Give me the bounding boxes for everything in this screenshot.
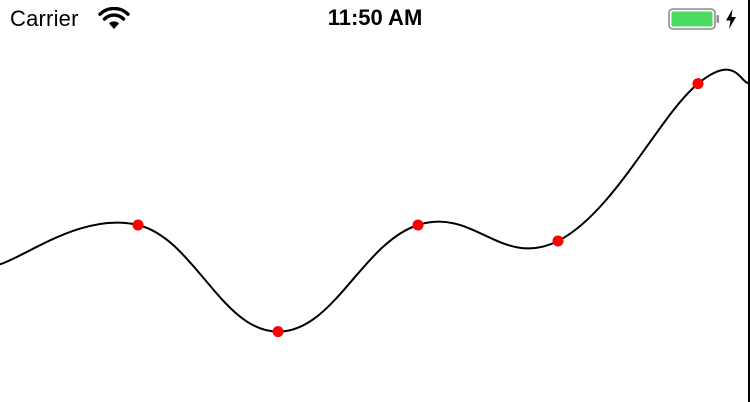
data-points xyxy=(132,78,704,338)
data-point xyxy=(552,235,564,247)
data-point xyxy=(272,326,284,338)
battery-icon xyxy=(668,8,719,30)
wifi-icon xyxy=(98,7,130,29)
carrier-label: Carrier xyxy=(10,6,79,31)
data-point xyxy=(412,219,424,231)
clock-time: 11:50 AM xyxy=(327,5,423,30)
data-point xyxy=(692,78,704,90)
data-point xyxy=(132,219,144,231)
series-line xyxy=(0,68,750,333)
status-bar: Carrier 11:50 AM xyxy=(0,0,750,38)
charging-bolt-icon xyxy=(726,9,736,29)
